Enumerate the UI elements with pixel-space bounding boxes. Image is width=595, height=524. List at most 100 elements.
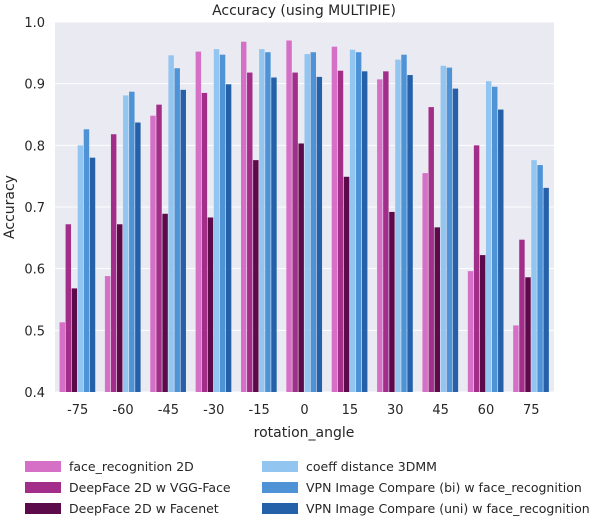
- bar: [286, 40, 292, 392]
- bar: [498, 109, 504, 392]
- x-tick-label: 75: [523, 403, 540, 418]
- bar: [531, 160, 537, 392]
- x-tick-label: 45: [432, 403, 449, 418]
- bar: [89, 157, 96, 392]
- bar: [440, 65, 447, 392]
- bar: [292, 72, 298, 392]
- bar: [174, 68, 180, 392]
- bar: [117, 224, 123, 392]
- x-tick-label: -45: [158, 403, 179, 418]
- bar: [207, 217, 214, 392]
- x-axis-label: rotation_angle: [254, 425, 355, 441]
- x-tick-label: 60: [478, 403, 495, 418]
- legend-item-deepface-facenet: DeepFace 2D w Facenet: [25, 501, 219, 516]
- bar: [377, 79, 383, 392]
- bar: [446, 67, 453, 392]
- bar: [156, 104, 162, 392]
- bar: [519, 239, 525, 392]
- bar: [65, 224, 72, 392]
- y-tick-label: 0.7: [24, 201, 45, 216]
- bar: [83, 129, 90, 393]
- legend-label: coeff distance 3DMM: [306, 459, 437, 474]
- bar: [428, 107, 434, 392]
- bar: [343, 176, 350, 392]
- bar: [123, 95, 129, 392]
- chart-title: Accuracy (using MULTIPIE): [212, 3, 396, 19]
- legend-swatch: [25, 482, 61, 493]
- x-tick-label: -75: [67, 403, 88, 418]
- bar: [337, 70, 344, 392]
- bar: [479, 255, 486, 392]
- bar: [195, 51, 202, 392]
- bar: [162, 213, 168, 392]
- bar: [355, 52, 362, 392]
- bar: [452, 88, 459, 392]
- bar: [361, 71, 368, 392]
- x-tick-label: 0: [300, 403, 308, 418]
- x-tick-label: 15: [342, 403, 359, 418]
- bar: [304, 54, 310, 392]
- bar: [253, 160, 259, 392]
- y-tick-label: 0.6: [24, 263, 45, 278]
- legend-item-vpn-uni: VPN Image Compare (uni) w face_recogniti…: [262, 501, 590, 516]
- y-tick-labels: 0.4 0.5 0.6 0.7 0.8 0.9 1.0: [24, 16, 45, 401]
- bar: [298, 143, 304, 392]
- bar: [525, 277, 531, 392]
- bar: [104, 276, 111, 392]
- y-tick-label: 0.9: [24, 78, 45, 93]
- bar: [492, 86, 498, 392]
- bar: [331, 46, 338, 393]
- legend-swatch: [262, 461, 298, 472]
- bar: [407, 75, 413, 392]
- legend-item-coeff-distance-3dmm: coeff distance 3DMM: [262, 459, 437, 474]
- y-axis-label: Accuracy: [2, 175, 18, 239]
- bar: [389, 211, 395, 392]
- legend-label: DeepFace 2D w Facenet: [69, 501, 219, 516]
- bar: [180, 89, 186, 392]
- x-tick-labels: -75 -60 -45 -30 -15 0 15 30 45 60 75: [67, 403, 540, 418]
- x-tick-label: -60: [112, 403, 133, 418]
- x-tick-label: -30: [203, 403, 224, 418]
- bar: [422, 173, 428, 392]
- bar: [150, 115, 156, 392]
- bars: [59, 40, 549, 393]
- legend-swatch: [25, 503, 61, 514]
- bar: [349, 49, 356, 392]
- bar: [259, 49, 265, 392]
- bar: [395, 59, 401, 393]
- bar: [513, 325, 519, 392]
- bar: [247, 72, 253, 392]
- x-tick-label: -15: [249, 403, 270, 418]
- bar: [213, 49, 220, 392]
- bar: [434, 227, 440, 392]
- bar: [77, 145, 84, 392]
- legend-swatch: [25, 461, 61, 472]
- bar: [543, 187, 549, 392]
- bar: [201, 92, 208, 393]
- legend-item-deepface-vgg-face: DeepFace 2D w VGG-Face: [25, 480, 231, 495]
- bar: [401, 54, 407, 393]
- legend-swatch: [262, 503, 298, 514]
- bar: [467, 271, 474, 392]
- bar: [473, 145, 480, 392]
- y-tick-label: 1.0: [24, 16, 45, 31]
- bar: [110, 134, 117, 393]
- legend-label: DeepFace 2D w VGG-Face: [69, 480, 231, 495]
- bar: [240, 41, 247, 392]
- legend-label: VPN Image Compare (bi) w face_recognitio…: [306, 480, 582, 495]
- bar: [71, 288, 78, 392]
- bar: [485, 81, 492, 392]
- bar: [310, 52, 316, 392]
- chart-legend: face_recognition 2D DeepFace 2D w VGG-Fa…: [0, 455, 595, 524]
- bar: [265, 52, 271, 392]
- bar: [316, 76, 323, 392]
- y-tick-label: 0.5: [24, 324, 45, 339]
- bar: [59, 322, 65, 392]
- bar: [135, 122, 141, 393]
- x-tick-label: 30: [387, 403, 404, 418]
- y-tick-label: 0.4: [24, 386, 45, 401]
- legend-item-face-recognition-2d: face_recognition 2D: [25, 459, 194, 474]
- legend-swatch: [262, 482, 298, 493]
- bar: [168, 55, 174, 393]
- bar: [129, 91, 135, 393]
